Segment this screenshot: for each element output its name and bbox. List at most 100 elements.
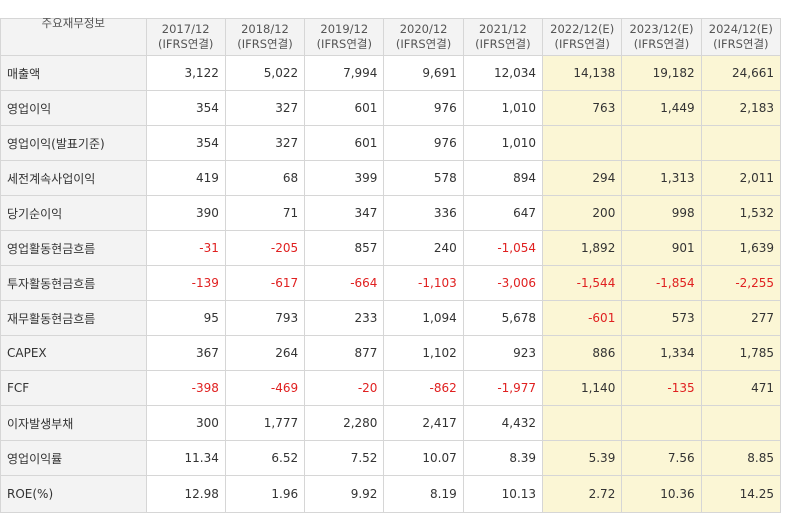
column-period: 2021/12 [478,22,527,36]
value-cell: 763 [542,90,623,126]
value-cell: 240 [383,230,464,266]
row-label: 세전계속사업이익 [0,160,147,196]
value-cell: 277 [700,300,782,336]
table-row: 이자발생부채 300 1,777 2,280 2,417 4,432 [0,405,782,441]
value-cell: 419 [145,160,226,196]
value-cell: 7.56 [621,440,702,476]
value-cell: -664 [304,265,385,301]
value-cell: -1,054 [462,230,544,266]
value-cell: 578 [383,160,464,196]
value-cell: 2,183 [700,90,782,126]
column-period: 2019/12 [320,22,369,36]
column-header: 2023/12(E) (IFRS연결) [621,18,702,56]
value-cell: 390 [145,195,226,231]
value-cell: 7,994 [304,55,385,91]
value-cell: -1,977 [462,370,544,406]
value-cell: 233 [304,300,385,336]
value-cell [700,125,782,161]
value-cell: 1,892 [542,230,623,266]
value-cell: 3,122 [145,55,226,91]
value-cell: 1,010 [462,125,544,161]
value-cell: 71 [224,195,306,231]
column-period: 2022/12(E) [550,22,615,36]
value-cell: 857 [304,230,385,266]
row-label: 투자활동현금흐름 [0,265,147,301]
value-cell: 1,532 [700,195,782,231]
column-basis: (IFRS연결) [713,37,769,51]
value-cell: 1,449 [621,90,702,126]
column-basis: (IFRS연결) [554,37,610,51]
column-period: 2018/12 [241,22,289,36]
value-cell: 5.39 [542,440,623,476]
table-row: 영업이익(발표기준) 354 327 601 976 1,010 [0,125,782,161]
value-cell: -139 [145,265,226,301]
column-period: 2020/12 [399,22,448,36]
value-cell: 10.07 [383,440,464,476]
value-cell: 11.34 [145,440,226,476]
value-cell: 901 [621,230,702,266]
value-cell: 347 [304,195,385,231]
row-label: 이자발생부채 [0,405,147,441]
value-cell: 399 [304,160,385,196]
table-row: FCF -398 -469 -20 -862 -1,977 1,140 -135 471 [0,370,782,406]
value-cell: -601 [542,300,623,336]
value-cell: 95 [145,300,226,336]
value-cell: 12,034 [462,55,544,91]
value-cell: 19,182 [621,55,702,91]
value-cell: 793 [224,300,306,336]
value-cell: -205 [224,230,306,266]
column-basis: (IFRS연결) [395,37,452,51]
table-row: CAPEX 367 264 877 1,102 923 886 1,334 1,785 [0,335,782,371]
table-row: 매출액 3,122 5,022 7,994 9,691 12,034 14,138 19,18… [0,55,782,91]
value-cell: -469 [224,370,306,406]
column-period: 2024/12(E) [708,22,773,36]
row-label: 재무활동현금흐름 [0,300,147,336]
value-cell: 1,785 [700,335,782,371]
value-cell [621,405,702,441]
value-cell: 1,140 [542,370,623,406]
value-cell: 5,022 [224,55,306,91]
value-cell: 2.72 [542,475,623,513]
value-cell: 886 [542,335,623,371]
value-cell: -1,544 [542,265,623,301]
value-cell: -617 [224,265,306,301]
column-header: 2019/12 (IFRS연결) [304,18,385,56]
value-cell: 8.85 [700,440,782,476]
value-cell: -862 [383,370,464,406]
column-period: 2017/12 [161,22,210,36]
value-cell: 877 [304,335,385,371]
value-cell: 976 [383,90,464,126]
value-cell: 8.19 [383,475,464,513]
value-cell: -20 [304,370,385,406]
financial-summary-table: 주요재무정보 2017/12 (IFRS연결) 2018/12 (IFRS연결) 201… [0,15,782,513]
value-cell: 894 [462,160,544,196]
value-cell: -31 [145,230,226,266]
column-header: 2020/12 (IFRS연결) [383,18,464,56]
column-basis: (IFRS연결) [316,37,372,51]
value-cell: 354 [145,90,226,126]
row-label: 영업활동현금흐름 [0,230,147,266]
table-row: ROE(%) 12.98 1.96 9.92 8.19 10.13 2.72 10.36 14.… [0,475,782,513]
value-cell: 264 [224,335,306,371]
value-cell: 2,011 [700,160,782,196]
column-header: 2024/12(E) (IFRS연결) [700,18,782,56]
value-cell: 10.13 [462,475,544,513]
value-cell: 1,334 [621,335,702,371]
row-label: 영업이익 [0,90,147,126]
value-cell: 1,639 [700,230,782,266]
value-cell: 367 [145,335,226,371]
value-cell: 601 [304,90,385,126]
table-row: 영업이익 354 327 601 976 1,010 763 1,449 2,183 [0,90,782,126]
table-row: 당기순이익 390 71 347 336 647 200 998 1,532 [0,195,782,231]
value-cell: 200 [542,195,623,231]
value-cell: 2,280 [304,405,385,441]
value-cell: 10.36 [621,475,702,513]
value-cell: 327 [224,90,306,126]
row-label: ROE(%) [0,475,147,513]
value-cell: 1,313 [621,160,702,196]
financial-summary-table-container: 주요재무정보 2017/12 (IFRS연결) 2018/12 (IFRS연결) 201… [0,15,782,513]
value-cell [542,125,623,161]
table-title: 주요재무정보 [41,15,106,30]
value-cell: 5,678 [462,300,544,336]
value-cell [542,405,623,441]
